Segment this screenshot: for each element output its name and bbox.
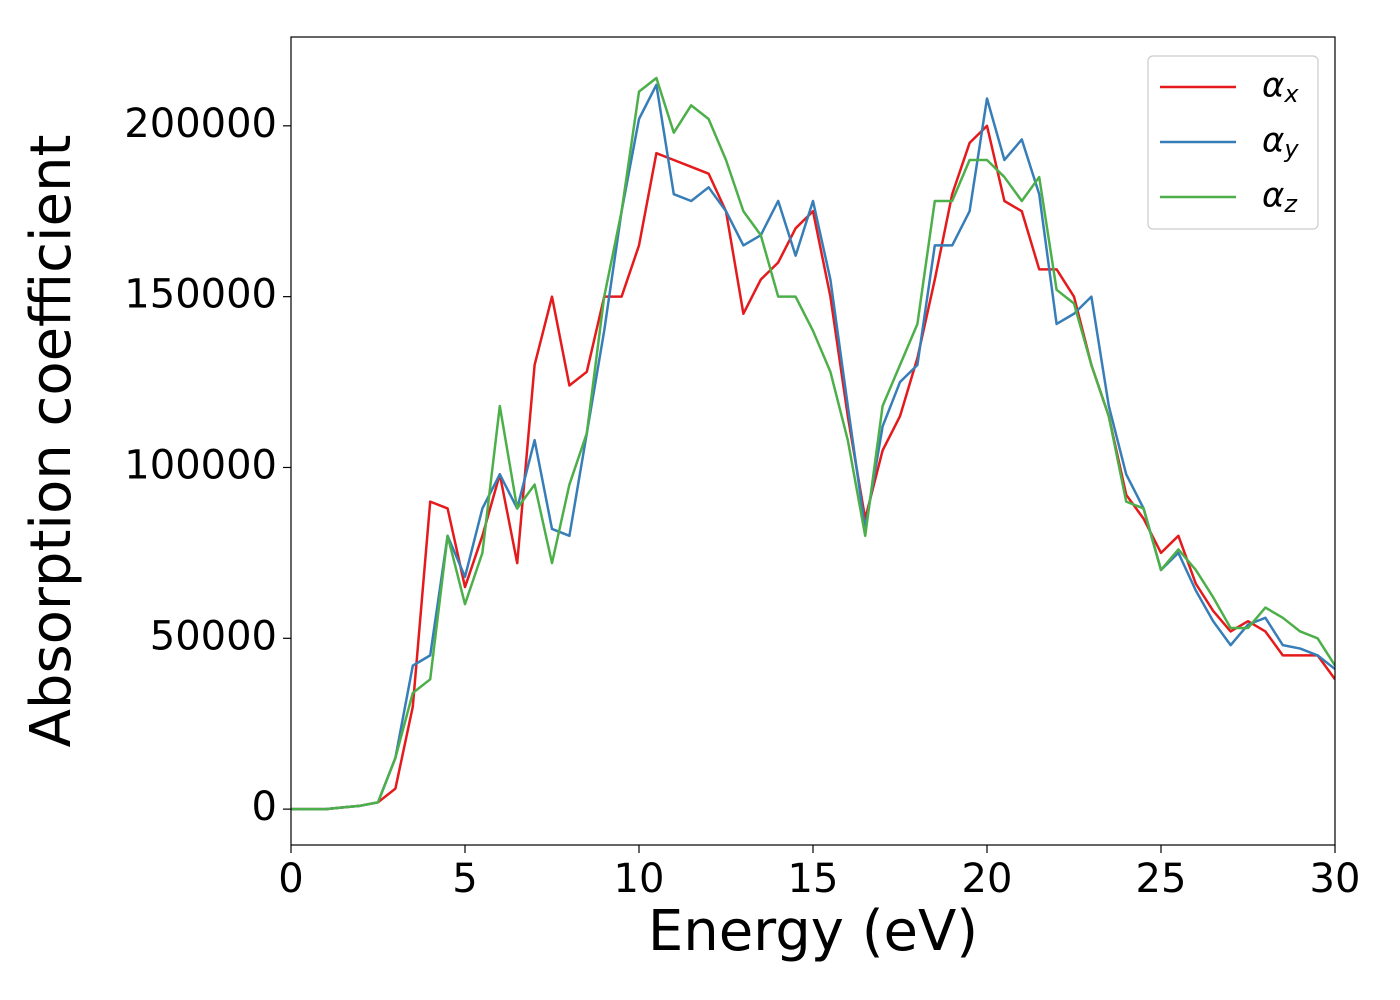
- y-axis-label: Absorption coefficient: [19, 135, 84, 748]
- x-tick-label: 30: [1310, 856, 1361, 902]
- y-tick-label: 100000: [124, 442, 277, 488]
- x-axis-label: Energy (eV): [648, 899, 978, 964]
- y-tick-label: 200000: [124, 101, 277, 147]
- line: [291, 76, 1335, 811]
- x-tick-label: 5: [452, 856, 477, 902]
- legend-label: αy: [1262, 121, 1299, 164]
- plot-frame: [290, 36, 1336, 846]
- x-tick-label: 25: [1136, 856, 1187, 902]
- x-tick-label: 20: [962, 856, 1013, 902]
- legend-label: αx: [1262, 66, 1299, 109]
- x-tick-label: 15: [788, 856, 839, 902]
- y-tick-label: 150000: [124, 272, 277, 318]
- y-tick-label: 50000: [150, 613, 277, 659]
- line: [291, 124, 1335, 811]
- x-tick-label: 0: [278, 856, 303, 902]
- y-tick-label: 0: [252, 784, 277, 830]
- x-tick-label: 10: [614, 856, 665, 902]
